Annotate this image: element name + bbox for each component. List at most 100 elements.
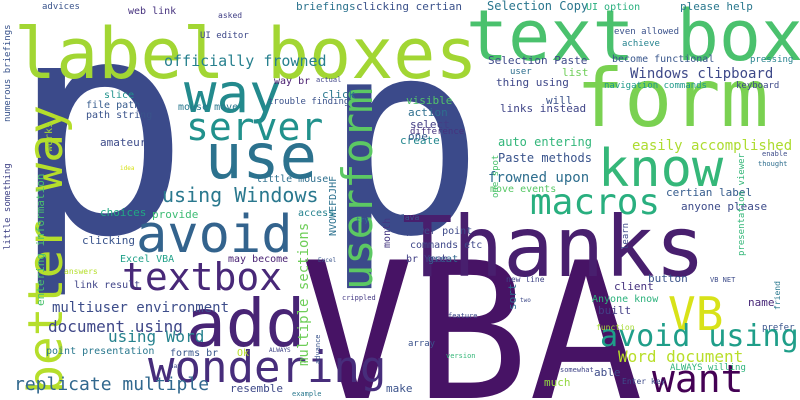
cloud-word: new line [506, 275, 545, 284]
cloud-word: userform [333, 88, 382, 290]
cloud-word: slice [104, 90, 134, 101]
cloud-word: answers [64, 267, 98, 276]
cloud-word: little mouse [256, 174, 328, 185]
cloud-word: using Windows [162, 183, 319, 207]
cloud-word: even allowed [614, 27, 679, 37]
cloud-word: works [44, 122, 55, 152]
cloud-word: built [598, 304, 631, 317]
cloud-word: one [408, 130, 428, 143]
cloud-word: actual [316, 76, 341, 84]
cloud-word: asked [218, 11, 242, 20]
cloud-word: choices [100, 206, 146, 219]
cloud-word: move events [490, 184, 556, 195]
cloud-word: prefer [762, 323, 795, 333]
cloud-word: know [598, 139, 724, 199]
cloud-word: officially frowned [164, 52, 327, 70]
cloud-word: label boxes [14, 13, 478, 95]
cloud-word: day [170, 363, 181, 370]
cloud-word: button [648, 272, 688, 285]
cloud-word: using Word [108, 327, 204, 346]
cloud-word: text box [466, 0, 800, 77]
cloud-word: Enter key [622, 377, 666, 386]
cloud-word: VB NET [710, 276, 736, 284]
cloud-word: Windows clipboard [630, 66, 773, 82]
cloud-word: please help [680, 0, 753, 13]
cloud-word: Selection Paste [488, 54, 587, 67]
cloud-word: Ok [237, 348, 249, 359]
cloud-word: VBA [300, 222, 643, 400]
cloud-word: Excel VBA [120, 254, 174, 265]
cloud-word: anyone please [681, 200, 767, 213]
cloud-word: client [614, 280, 654, 293]
cloud-word: idea [120, 165, 135, 172]
cloud-word: NVOWEFDJHF [328, 176, 339, 236]
cloud-word: commands etc [410, 240, 482, 251]
cloud-word: UI editor [200, 31, 249, 41]
cloud-word: visible [406, 94, 452, 107]
cloud-word: resemble [230, 382, 283, 395]
cloud-word: thing using [496, 76, 569, 89]
cloud-word: path string [86, 110, 152, 121]
cloud-word: feature [448, 312, 478, 320]
cloud-word: wondering [148, 342, 386, 393]
cloud-word: way br [274, 76, 310, 87]
cloud-word: power point [406, 226, 472, 237]
cloud-word: textbox [122, 255, 282, 299]
cloud-word: little something [3, 163, 13, 250]
cloud-word: Anyone know [592, 294, 659, 305]
cloud-word: multiple sections [296, 223, 312, 366]
cloud-word: list [562, 66, 589, 79]
cloud-word: navigation commands [604, 81, 707, 91]
cloud-word: two [520, 297, 531, 304]
cloud-word: click [322, 88, 355, 101]
cloud-word: ALWAYS willing [670, 363, 746, 373]
cloud-word: able [594, 366, 621, 379]
cloud-word: forms br [170, 348, 218, 359]
cloud-word: create [400, 134, 440, 147]
cloud-word: br Yeah [406, 254, 448, 265]
cloud-word: select [410, 118, 450, 131]
cloud-word: difference [410, 127, 464, 137]
cloud-word: presentation viewer [737, 152, 747, 256]
cloud-word: advance [314, 334, 322, 364]
cloud-word: pressing [750, 55, 793, 65]
cloud-word: may become [228, 254, 288, 265]
cloud-word: avoid using [600, 319, 799, 354]
cloud-word: Excel [318, 257, 336, 264]
cloud-word: file path [86, 100, 140, 111]
cloud-word: server [186, 105, 323, 149]
cloud-word: great [428, 254, 458, 265]
cloud-word: advices [42, 2, 80, 12]
cloud-word: try [356, 216, 369, 224]
cloud-word: Java [400, 213, 419, 222]
cloud-word: crippled [342, 294, 376, 302]
cloud-word: achieve [622, 39, 660, 49]
cloud-word: links instead [500, 102, 586, 115]
cloud-word: user [510, 67, 532, 77]
cloud-word: entering information [34, 174, 47, 306]
cloud-word: want [652, 357, 744, 400]
cloud-word: macros [530, 182, 660, 223]
cloud-word: make [386, 382, 413, 395]
cloud-word: Thanks [402, 198, 705, 296]
cloud-word: link result [74, 280, 140, 291]
cloud-word: become functional [612, 54, 714, 65]
cloud-word: amateur [100, 136, 147, 149]
cloud-word: version [446, 352, 476, 360]
cloud-word: better way [18, 105, 74, 394]
cloud-word: month [382, 218, 393, 248]
cloud-word: multiuser environment [52, 300, 229, 316]
cloud-word: add [186, 285, 305, 362]
cloud-word: somewhat [560, 366, 594, 374]
cloud-word: action [408, 106, 448, 119]
cloud-word: avoid [136, 205, 293, 265]
cloud-word: keyboard [736, 81, 779, 91]
cloud-word: Paste methods [498, 151, 592, 165]
cloud-word: briefings [296, 0, 356, 13]
cloud-word: way [184, 62, 282, 125]
cloud-word: access [298, 208, 334, 219]
cloud-word: document using [48, 317, 183, 336]
cloud-word: array [408, 339, 436, 349]
cloud-word: UI option [586, 2, 640, 13]
